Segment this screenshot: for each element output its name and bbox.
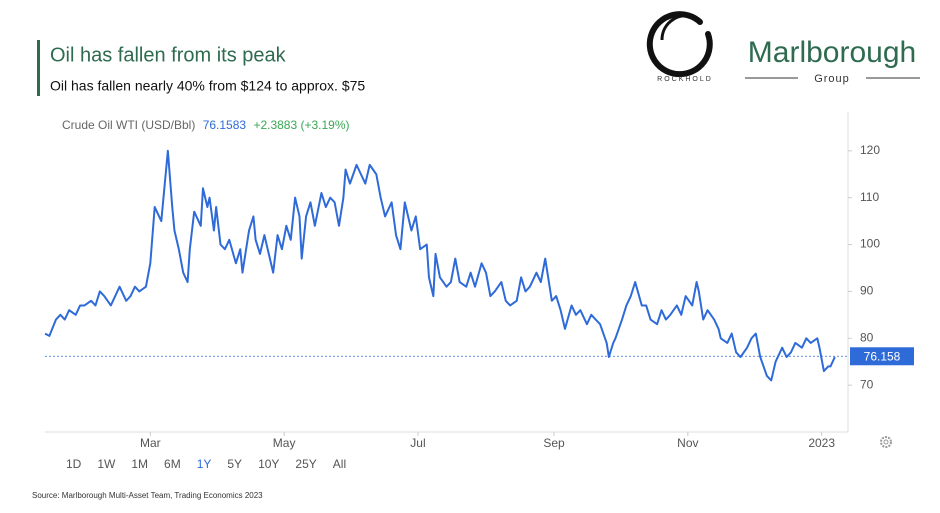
- gear[interactable]: [880, 436, 892, 448]
- x-tick-label: Sep: [543, 436, 565, 450]
- logo-text: Marlborough: [748, 36, 916, 69]
- current-value-box: [850, 347, 914, 366]
- logo-stroke: [660, 14, 691, 41]
- range-button[interactable]: 1D: [66, 457, 82, 471]
- logo-text: Group: [814, 73, 850, 85]
- x-tick-label: Jul: [410, 436, 425, 450]
- change: +2.3883 (+3.19%): [253, 118, 349, 132]
- range-button[interactable]: 1W: [97, 457, 116, 471]
- y-tick-label: 110: [860, 190, 879, 204]
- subtitle: Oil has fallen nearly 40% from $124 to a…: [50, 78, 365, 94]
- range-button[interactable]: 6M: [164, 457, 181, 471]
- y-tick-label: 120: [860, 143, 880, 157]
- range-button[interactable]: 5Y: [227, 457, 242, 471]
- range-button[interactable]: 25Y: [295, 457, 316, 471]
- y-tick-label: 70: [860, 377, 874, 391]
- gear-hub[interactable]: [883, 439, 889, 445]
- rockhold-logo: ROCKHOLD: [646, 11, 713, 83]
- x-tick-label: 2023: [808, 436, 835, 450]
- price-line: [44, 149, 836, 382]
- x-tick-label: Nov: [677, 436, 698, 450]
- source: Source: Marlborough Multi-Asset Team, Tr…: [32, 491, 263, 500]
- settings-icon[interactable]: [880, 436, 892, 448]
- range-button[interactable]: 1Y: [197, 457, 212, 471]
- price: 76.1583: [203, 118, 247, 132]
- logo-ring: [646, 11, 713, 78]
- y-tick-label: 100: [860, 237, 880, 251]
- instrument: Crude Oil WTI (USD/Bbl): [62, 118, 195, 132]
- x-tick-label: May: [273, 436, 296, 450]
- marlborough-logo: Marlborough Group: [745, 36, 920, 85]
- current-value-label: 76.158: [864, 349, 901, 363]
- x-tick-label: Mar: [140, 436, 161, 450]
- y-tick-label: 90: [860, 284, 874, 298]
- logo-text: ROCKHOLD: [657, 76, 713, 83]
- chart-header: Crude Oil WTI (USD/Bbl) 76.1583 +2.3883 …: [62, 118, 350, 132]
- range-button[interactable]: 10Y: [258, 457, 279, 471]
- title: Oil has fallen from its peak: [50, 44, 287, 66]
- range-button[interactable]: 1M: [131, 457, 148, 471]
- y-tick-label: 80: [860, 330, 874, 344]
- range-button[interactable]: All: [333, 457, 346, 471]
- accent-bar: [37, 40, 40, 96]
